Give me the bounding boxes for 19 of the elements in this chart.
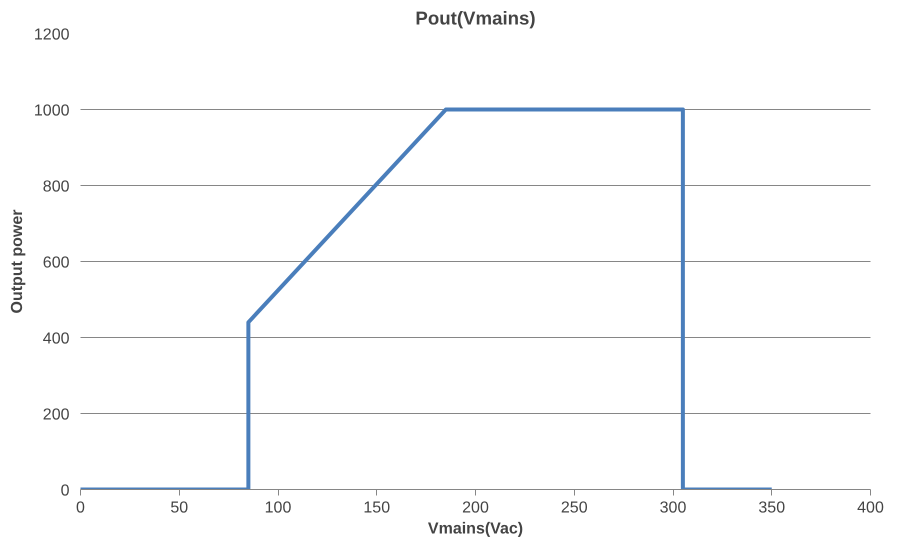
x-tick-label: 250 bbox=[560, 500, 588, 516]
chart-title: Pout(Vmains) bbox=[415, 8, 536, 28]
y-tick-label: 1200 bbox=[34, 26, 70, 44]
x-axis-title: Vmains(Vac) bbox=[428, 520, 524, 538]
y-tick-label: 0 bbox=[60, 482, 70, 500]
y-tick-label: 200 bbox=[42, 406, 70, 424]
x-tick-label: 150 bbox=[363, 500, 390, 516]
x-tick-label: 0 bbox=[76, 500, 86, 516]
x-tick-label: 300 bbox=[660, 500, 686, 516]
x-tick-label: 350 bbox=[758, 500, 786, 516]
y-tick-label: 600 bbox=[42, 254, 70, 272]
y-axis-title: Output power bbox=[8, 210, 26, 314]
x-tick-label: 100 bbox=[264, 500, 292, 516]
x-tick-label: 50 bbox=[170, 500, 188, 516]
y-tick-label: 400 bbox=[42, 330, 70, 348]
x-tick-label: 400 bbox=[857, 500, 884, 516]
x-tick-label: 200 bbox=[462, 500, 489, 516]
y-tick-label: 800 bbox=[42, 178, 70, 196]
y-tick-label: 1000 bbox=[34, 102, 70, 120]
